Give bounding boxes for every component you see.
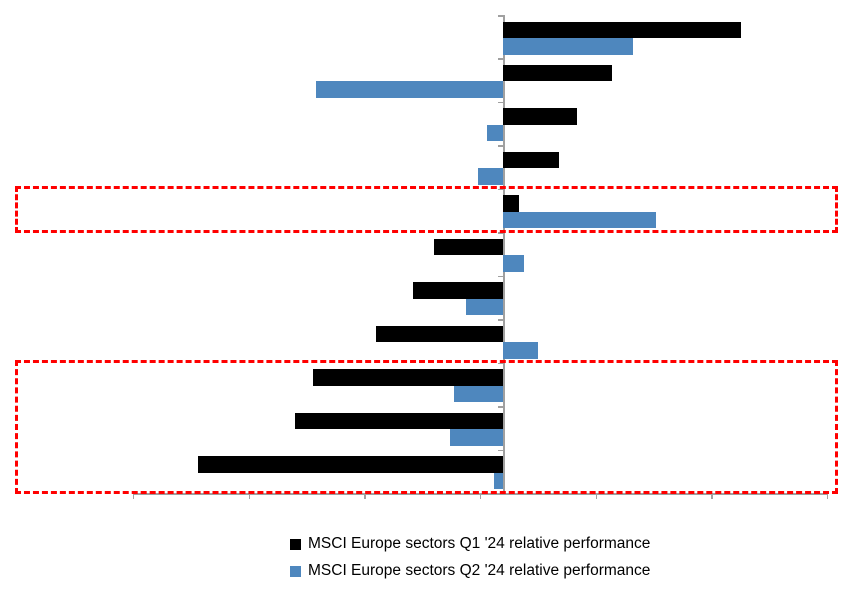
bar-q1-real-estate xyxy=(294,412,503,430)
bar-q1-discretionary xyxy=(503,64,612,82)
category-tick-mark xyxy=(498,362,503,365)
bar-q1-utilities xyxy=(197,456,503,473)
category-tick-mark xyxy=(498,101,503,104)
category-tick-mark xyxy=(498,449,503,452)
bar-q2-energy xyxy=(503,342,538,359)
category-tick-mark xyxy=(498,275,503,278)
bar-q1-healthcare xyxy=(503,195,520,212)
legend-item-q2: MSCI Europe sectors Q2 '24 relative perf… xyxy=(290,562,651,579)
category-label-financials xyxy=(0,115,122,133)
legend-swatch-q1-icon xyxy=(290,538,301,550)
x-tick-mark xyxy=(479,493,482,499)
bar-q2-it xyxy=(503,38,633,55)
category-tick-mark xyxy=(498,188,503,191)
bar-q2-financials xyxy=(486,124,503,142)
bar-q1-energy xyxy=(375,325,503,343)
bar-q2-utilities xyxy=(493,472,503,490)
legend-item-q1: MSCI Europe sectors Q1 '24 relative perf… xyxy=(290,535,651,552)
category-label-industrials xyxy=(0,158,122,176)
category-tick-mark xyxy=(498,15,503,17)
category-tick-mark xyxy=(498,406,503,408)
x-tick-mark xyxy=(248,493,251,499)
category-tick-mark xyxy=(498,319,503,321)
bar-q1-staples xyxy=(313,369,503,386)
x-tick-mark xyxy=(364,493,366,499)
bar-q1-financials xyxy=(503,108,578,125)
bar-q1-industrials xyxy=(503,151,559,169)
category-label-materials xyxy=(0,288,122,306)
x-tick-mark xyxy=(826,493,829,499)
category-label-energy xyxy=(0,332,122,350)
x-tick-mark xyxy=(711,493,713,499)
category-tick-mark xyxy=(498,232,503,234)
category-label-comm-services xyxy=(0,245,122,263)
bar-q2-comm-services xyxy=(503,255,524,272)
category-label-discretionary xyxy=(0,71,122,89)
y-axis-line xyxy=(503,15,505,493)
category-label-it xyxy=(0,28,122,46)
bar-q1-materials xyxy=(412,282,503,299)
bar-q2-healthcare xyxy=(503,211,656,229)
bar-q2-discretionary xyxy=(315,81,503,98)
bar-q2-staples xyxy=(454,385,503,403)
bar-q2-real-estate xyxy=(449,429,503,446)
bar-q1-it xyxy=(503,21,742,38)
bar-q1-comm-services xyxy=(433,238,503,256)
highlight-box-healthcare xyxy=(15,186,838,233)
highlight-box-staples-real-estate-utilities xyxy=(15,360,838,495)
category-tick-mark xyxy=(498,145,503,147)
x-tick-mark xyxy=(132,493,135,499)
category-tick-mark xyxy=(498,58,503,60)
legend-label-q1: MSCI Europe sectors Q1 '24 relative perf… xyxy=(308,535,651,552)
bar-q2-industrials xyxy=(477,168,503,185)
legend-label-q2: MSCI Europe sectors Q2 '24 relative perf… xyxy=(308,562,651,579)
bar-q2-materials xyxy=(465,298,503,316)
legend-swatch-q2-icon xyxy=(290,565,301,577)
x-tick-mark xyxy=(595,493,598,499)
